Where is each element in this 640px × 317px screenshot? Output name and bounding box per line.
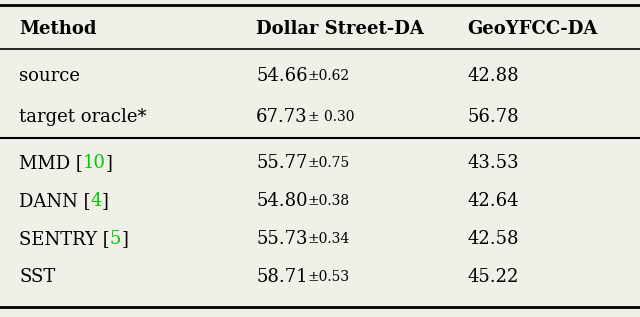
- Text: 42.88: 42.88: [467, 67, 519, 85]
- Text: Dollar Street-DA: Dollar Street-DA: [256, 20, 424, 37]
- Text: ±0.75: ±0.75: [307, 156, 349, 170]
- Text: ± 0.30: ± 0.30: [308, 110, 354, 124]
- Text: ]: ]: [102, 192, 109, 210]
- Text: 42.58: 42.58: [467, 230, 518, 248]
- Text: 54.66: 54.66: [256, 67, 308, 85]
- Text: target oracle*: target oracle*: [19, 108, 147, 126]
- Text: 5: 5: [110, 230, 121, 248]
- Text: 55.77: 55.77: [256, 154, 307, 172]
- Text: DANN [: DANN [: [19, 192, 91, 210]
- Text: SENTRY [: SENTRY [: [19, 230, 110, 248]
- Text: 55.73: 55.73: [256, 230, 307, 248]
- Text: GeoYFCC-DA: GeoYFCC-DA: [467, 20, 598, 37]
- Text: 10: 10: [83, 154, 106, 172]
- Text: ]: ]: [121, 230, 128, 248]
- Text: MMD [: MMD [: [19, 154, 83, 172]
- Text: ]: ]: [106, 154, 113, 172]
- Text: ±0.38: ±0.38: [308, 194, 349, 208]
- Text: 4: 4: [91, 192, 102, 210]
- Text: source: source: [19, 67, 80, 85]
- Text: ±0.53: ±0.53: [308, 270, 349, 284]
- Text: 42.64: 42.64: [467, 192, 518, 210]
- Text: ±0.34: ±0.34: [307, 232, 349, 246]
- Text: 54.80: 54.80: [256, 192, 308, 210]
- Text: 67.73: 67.73: [256, 108, 308, 126]
- Text: 58.71: 58.71: [256, 268, 308, 286]
- Text: 56.78: 56.78: [467, 108, 519, 126]
- Text: SST: SST: [19, 268, 56, 286]
- Text: ±0.62: ±0.62: [308, 69, 349, 83]
- Text: 43.53: 43.53: [467, 154, 519, 172]
- Text: 45.22: 45.22: [467, 268, 518, 286]
- Text: Method: Method: [19, 20, 97, 37]
